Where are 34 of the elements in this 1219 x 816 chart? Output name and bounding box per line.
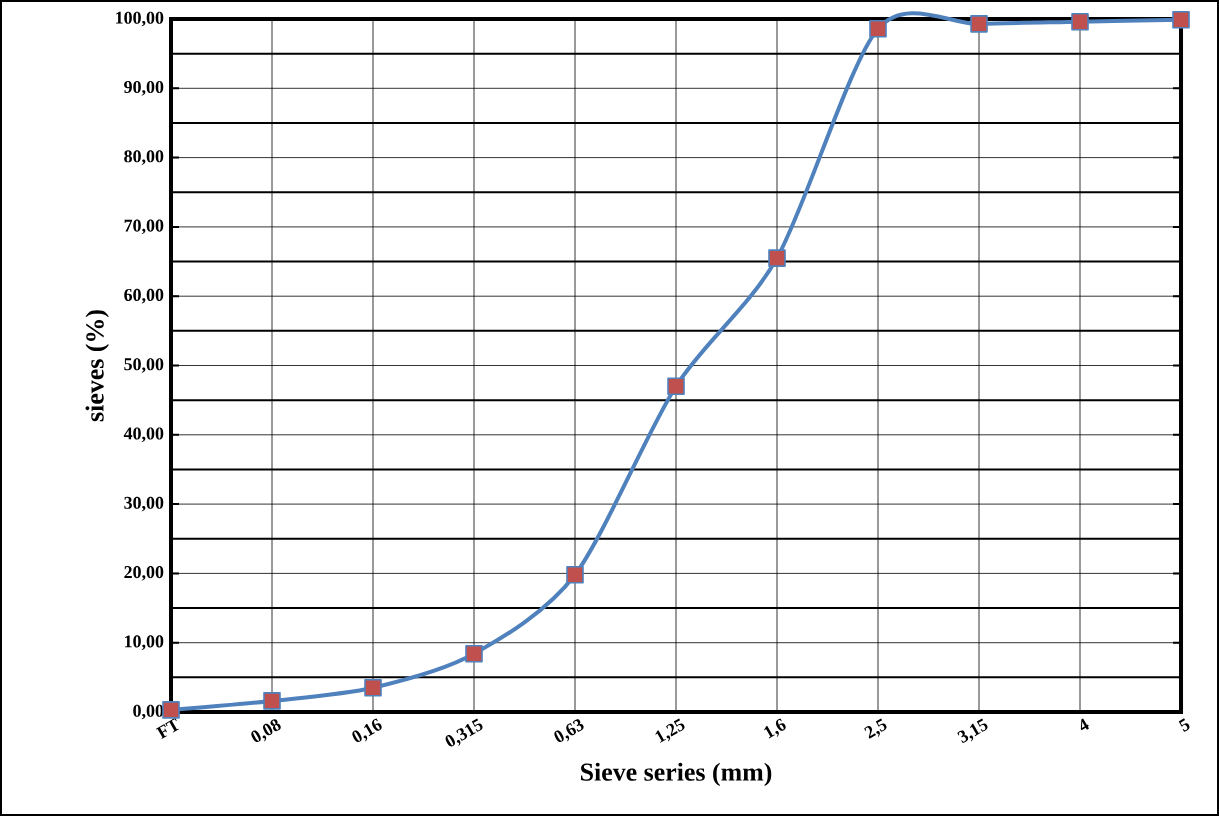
point	[566, 565, 584, 584]
point	[162, 701, 180, 719]
y-tick-label: 20,00	[124, 566, 164, 581]
y-tick-label: 50,00	[124, 358, 164, 373]
x-tick-label: 5	[1178, 718, 1190, 732]
x-tick-label: 2,5	[864, 718, 887, 739]
point	[667, 377, 685, 396]
y-tick-label: 40,00	[123, 427, 164, 443]
y-axis-title: sieves (%)	[85, 310, 109, 422]
point	[1172, 10, 1190, 29]
point	[970, 15, 988, 33]
y-tick-label: 30,00	[124, 496, 164, 512]
x-tick-label: 1,25	[655, 718, 685, 743]
y-tick-label: 100,00	[116, 11, 164, 27]
y-tick-label: 90,00	[124, 80, 164, 96]
y-tick-label: 70,00	[124, 219, 164, 235]
y-tick-label: 60,00	[124, 288, 164, 304]
x-tick-label: 0,08	[251, 719, 281, 743]
y-tick-label: 80,00	[124, 150, 164, 165]
point	[1071, 12, 1089, 31]
x-tick-label: 1,6	[764, 718, 786, 739]
x-tick-label: 3,15	[957, 718, 988, 744]
point	[263, 692, 281, 710]
point	[869, 19, 887, 38]
x-tick-label: 0,63	[554, 719, 584, 743]
x-tick-label: FT	[155, 717, 179, 740]
x-tick-label: 0,315	[445, 718, 483, 747]
y-tick-label: 10,00	[125, 635, 164, 651]
x-axis-title: Sieve series (mm)	[581, 762, 772, 787]
x-tick-label: 4	[1080, 718, 1089, 731]
point	[364, 678, 382, 697]
point	[465, 644, 483, 663]
x-tick-label: 0,16	[352, 718, 382, 743]
point	[768, 249, 786, 267]
